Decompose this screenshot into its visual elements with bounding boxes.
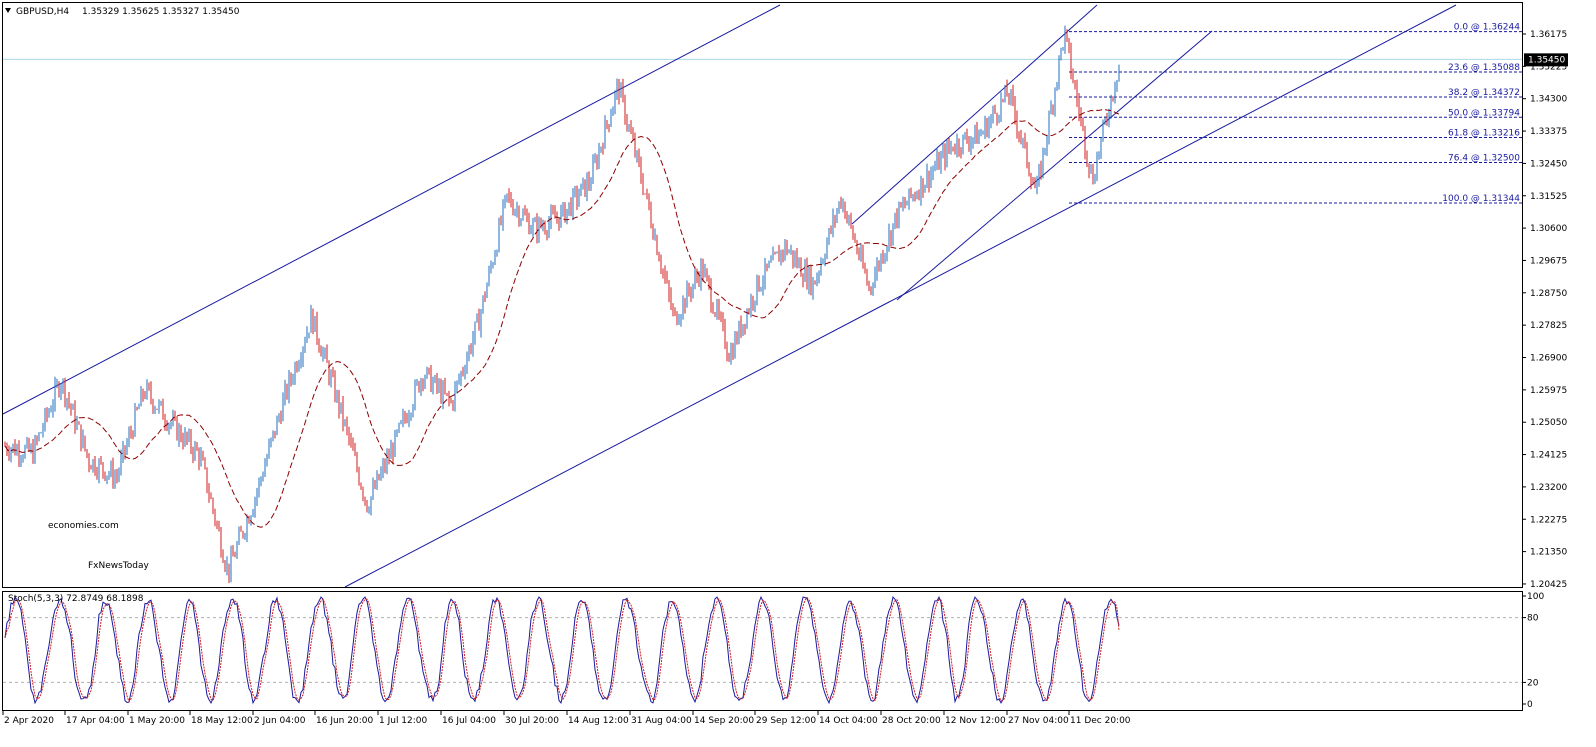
price-axis-label: 1.25975 — [1530, 386, 1567, 396]
price-axis-label: 1.28750 — [1530, 289, 1567, 299]
stochastic-oscillator — [3, 595, 1522, 705]
fibonacci-level-label: 76.4 @ 1.32500 — [1448, 154, 1520, 164]
time-axis-label: 14 Oct 04:00 — [819, 716, 878, 726]
price-axis-label: 1.30600 — [1530, 224, 1567, 234]
time-axis[interactable]: 2 Apr 2020 17 Apr 04:00 1 May 20:00 18 May … — [2, 711, 1131, 726]
fibonacci-level-label: 61.8 @ 1.33216 — [1448, 128, 1520, 138]
price-axis-label: 1.29675 — [1530, 256, 1567, 266]
price-axis-label: 1.24125 — [1530, 451, 1567, 461]
price-axis-label: 1.36175 — [1530, 30, 1567, 40]
price-axis-label: 1.21350 — [1530, 548, 1567, 558]
time-axis-label: 11 Dec 20:00 — [1070, 716, 1131, 726]
price-axis-label: 1.26900 — [1530, 354, 1567, 364]
time-axis-label: 30 Jul 20:00 — [505, 716, 559, 726]
main-plot-frame — [2, 2, 1523, 588]
moving-average-path — [4, 108, 1120, 528]
trend-line — [344, 4, 1457, 588]
stochastic-axis-label: 100 — [1527, 592, 1544, 602]
time-axis-label: 16 Jun 20:00 — [316, 716, 373, 726]
price-axis-label: 1.31525 — [1530, 192, 1567, 202]
price-axis-label: 1.27825 — [1530, 321, 1567, 331]
time-axis-label: 18 May 12:00 — [191, 716, 253, 726]
price-axis-label: 1.20425 — [1530, 580, 1567, 590]
time-axis-label: 14 Aug 12:00 — [568, 716, 629, 726]
current-price-tag: 1.35450 — [1524, 53, 1568, 67]
price-axis-label: 1.35225 — [1530, 62, 1567, 72]
trend-line — [2, 4, 781, 415]
trend-line — [896, 30, 1213, 301]
fibonacci-level-label: 38.2 @ 1.34372 — [1448, 88, 1520, 98]
time-axis-label: 2 Apr 2020 — [4, 716, 54, 726]
symbol-label: GBPUSD,H4 — [16, 7, 69, 17]
fibonacci-retracement[interactable]: 0.0 @ 1.36244 23.6 @ 1.35088 38.2 @ 1.3437… — [1069, 23, 1522, 204]
fibonacci-level-label: 50.0 @ 1.33794 — [1448, 108, 1520, 118]
stochastic-label: Stoch(5,3,3) 72.8749 68.1898 — [8, 594, 144, 604]
stochastic-axis-label: 20 — [1527, 678, 1539, 688]
indicator-plot-frame — [2, 591, 1523, 711]
chart-header: GBPUSD,H4 1.35329 1.35625 1.35327 1.3545… — [5, 7, 240, 17]
ohlc-values: 1.35329 1.35625 1.35327 1.35450 — [82, 7, 240, 17]
price-axis-label: 1.25050 — [1530, 418, 1567, 428]
watermark: economies.com FxNewsToday — [48, 521, 150, 571]
price-axis-label: 1.23200 — [1530, 483, 1567, 493]
time-axis-label: 12 Nov 12:00 — [945, 716, 1006, 726]
time-axis-label: 31 Aug 04:00 — [631, 716, 692, 726]
time-axis-label: 1 May 20:00 — [129, 716, 185, 726]
time-axis-label: 28 Oct 20:00 — [882, 716, 941, 726]
candlestick-series — [4, 25, 1120, 583]
time-axis-label: 17 Apr 04:00 — [66, 716, 125, 726]
price-axis-label: 1.22275 — [1530, 515, 1567, 525]
time-axis-label: 16 Jul 04:00 — [442, 716, 496, 726]
trend-channel-lines[interactable] — [2, 4, 1457, 588]
price-axis-label: 1.32450 — [1530, 159, 1567, 169]
time-axis-label: 27 Nov 04:00 — [1008, 716, 1069, 726]
fibonacci-level-label: 23.6 @ 1.35088 — [1448, 63, 1520, 73]
stochastic-axis-label: 0 — [1527, 700, 1533, 710]
watermark-line-1: economies.com — [48, 521, 119, 531]
trend-line — [851, 4, 1098, 225]
time-axis-label: 14 Sep 20:00 — [694, 716, 754, 726]
time-axis-label: 2 Jun 04:00 — [254, 716, 306, 726]
fibonacci-level-label: 0.0 @ 1.36244 — [1454, 23, 1521, 33]
price-axis-label: 1.34300 — [1530, 95, 1567, 105]
stochastic-signal-line — [4, 596, 1120, 703]
triangle-down-icon[interactable] — [5, 8, 11, 13]
moving-average-line — [4, 108, 1120, 528]
time-axis-label: 29 Sep 12:00 — [756, 716, 816, 726]
current-price-value: 1.35450 — [1528, 55, 1565, 65]
price-axis[interactable]: 1.36175 1.35225 1.34300 1.33375 1.32450 1.315… — [1522, 30, 1567, 590]
watermark-line-2: FxNewsToday — [88, 561, 150, 571]
fibonacci-level-label: 100.0 @ 1.31344 — [1442, 194, 1520, 204]
price-axis-label: 1.33375 — [1530, 127, 1567, 137]
time-axis-label: 1 Jul 12:00 — [379, 716, 428, 726]
stochastic-axis: 100 80 20 0 — [1522, 592, 1544, 710]
stochastic-axis-label: 80 — [1527, 614, 1539, 624]
stochastic-main-line — [4, 595, 1120, 705]
